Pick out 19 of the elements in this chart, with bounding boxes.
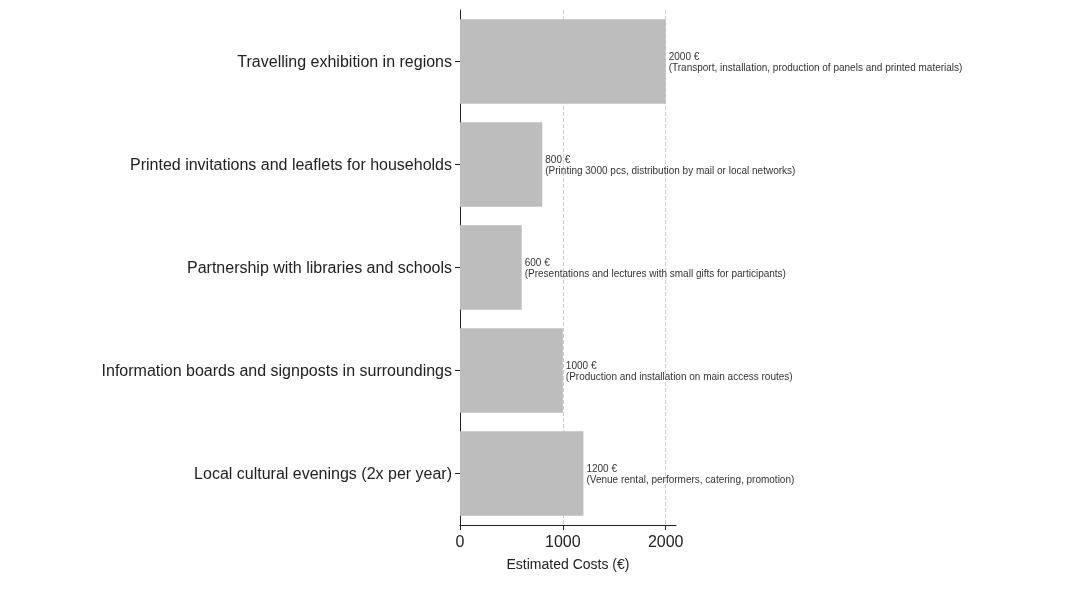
x-tick-label: 2000 <box>647 532 684 550</box>
bar <box>460 431 584 516</box>
y-tick-label: Travelling exhibition in regions <box>237 53 452 70</box>
data-label: 600 € (Presentations and lectures with small gifts for participants) <box>524 256 786 279</box>
x-tick-label: 1000 <box>545 532 581 550</box>
data-label: 800 € (Printing 3000 pcs, distribution by mail or local networks) <box>545 153 796 176</box>
y-tick-label: Partnership with libraries and schools <box>186 259 452 276</box>
bar <box>460 225 522 310</box>
bar <box>460 122 543 207</box>
x-tick-label: 0 <box>455 532 465 550</box>
y-tick-label: Information boards and signposts in surroundings <box>101 362 452 379</box>
bar <box>460 328 563 413</box>
bar <box>460 19 666 104</box>
y-tick-label: Local cultural evenings (2x per year) <box>194 465 452 482</box>
x-axis-title: Estimated Costs (€) <box>506 556 630 572</box>
data-label: 2000 € (Transport, installation, production of panels and printed materials) <box>668 50 963 73</box>
y-tick-label: Printed invitations and leaflets for households <box>130 156 452 173</box>
data-label: 1000 € (Production and installation on main access routes) <box>565 359 793 382</box>
data-label: 1200 € (Venue rental, performers, catering, promotion) <box>586 462 795 485</box>
